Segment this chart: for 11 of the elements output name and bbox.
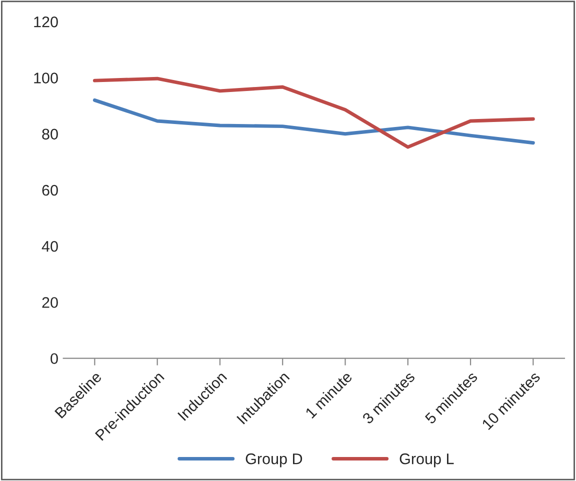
y-tick-label: 20 [42, 297, 58, 308]
y-tick-label: 120 [34, 16, 58, 28]
line-series [92, 98, 535, 145]
line-series [92, 76, 535, 149]
y-tick-label: 0 [50, 353, 58, 364]
y-tick-label: 100 [34, 72, 58, 84]
y-tick-label: 40 [42, 240, 58, 252]
legend-label: Group L [400, 453, 454, 468]
y-tick-label: 60 [42, 184, 58, 196]
legend-label: Group D [246, 453, 302, 468]
y-tick-label: 80 [42, 128, 58, 140]
